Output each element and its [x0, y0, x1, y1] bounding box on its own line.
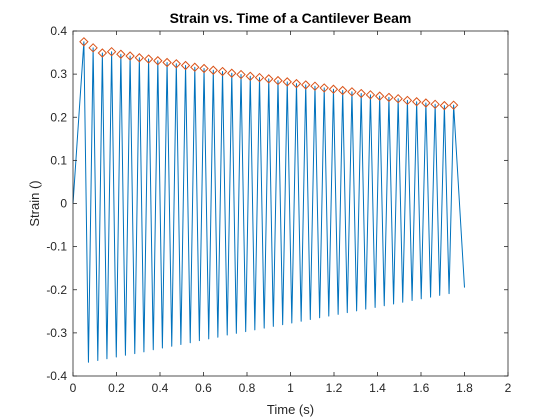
peak-marker — [310, 81, 320, 91]
x-tick-label: 0.8 — [239, 381, 256, 395]
y-tick-label: -0.2 — [46, 283, 67, 297]
peak-marker — [356, 88, 366, 99]
peak-marker — [180, 60, 191, 71]
peak-marker — [125, 51, 135, 61]
peak-marker — [162, 57, 172, 68]
peak-marker — [153, 56, 163, 66]
y-tick-label: 0.4 — [50, 24, 67, 38]
peak-marker — [171, 59, 182, 69]
y-tick-label: 0.3 — [50, 67, 67, 81]
peak-marker — [116, 49, 126, 59]
peak-marker — [208, 65, 218, 75]
peak-marker — [199, 63, 209, 74]
y-axis: -0.4 -0.3 -0.2 -0.1 0 0.1 0.2 0.3 0.4 — [46, 24, 508, 383]
x-tick-label: 1.2 — [326, 381, 343, 395]
x-axis: 0 0.2 0.4 0.6 0.8 1 1.2 1.4 1.6 1.8 2 — [70, 31, 512, 395]
peak-marker — [347, 87, 357, 97]
peak-marker — [328, 84, 339, 94]
y-axis-label: Strain () — [27, 180, 42, 226]
peak-marker — [430, 99, 440, 110]
peak-marker — [393, 93, 403, 104]
peak-marker — [448, 100, 459, 110]
peak-marker — [97, 48, 108, 58]
peak-marker — [264, 74, 274, 84]
y-tick-label: 0 — [60, 197, 67, 211]
peak-marker — [439, 100, 450, 111]
x-tick-label: 0.2 — [108, 381, 125, 395]
x-tick-label: 1.4 — [369, 381, 386, 395]
peak-marker — [254, 72, 265, 83]
peak-marker — [134, 53, 145, 63]
peak-marker — [365, 90, 376, 100]
y-tick-label: 0.2 — [50, 110, 67, 124]
peak-marker — [421, 98, 431, 108]
peak-marker — [88, 43, 98, 53]
peak-marker — [79, 37, 89, 47]
peak-marker — [217, 66, 228, 77]
peak-marker — [245, 71, 255, 81]
peak-marker — [402, 95, 413, 106]
peak-marker — [301, 80, 311, 90]
x-tick-label: 2 — [505, 381, 512, 395]
strain-signal-line — [72, 41, 465, 363]
peak-marker — [227, 68, 237, 78]
x-tick-label: 0.6 — [195, 381, 212, 395]
peak-marker — [411, 97, 422, 107]
x-tick-label: 0.4 — [152, 381, 169, 395]
y-tick-label: -0.3 — [46, 326, 67, 340]
x-tick-label: 1.8 — [456, 381, 473, 395]
peak-marker — [337, 85, 348, 96]
axes-background — [73, 31, 508, 376]
chart-title: Strain vs. Time of a Cantilever Beam — [170, 10, 412, 26]
peak-marker — [143, 54, 154, 64]
peak-marker — [374, 91, 385, 101]
x-tick-label: 1 — [287, 381, 294, 395]
peak-marker — [106, 46, 117, 57]
plot-area — [72, 30, 509, 377]
x-axis-label: Time (s) — [267, 402, 314, 417]
peak-marker — [236, 69, 246, 80]
peak-marker — [190, 62, 200, 72]
x-tick-label: 0 — [70, 381, 77, 395]
y-tick-label: -0.1 — [46, 240, 67, 254]
peak-marker — [273, 75, 283, 86]
peak-marker — [384, 92, 394, 103]
peak-marker — [291, 78, 302, 89]
peak-marker — [319, 83, 329, 93]
peak-marker — [282, 77, 292, 87]
data-layer — [72, 37, 465, 363]
y-tick-label: -0.4 — [46, 369, 67, 383]
y-tick-label: 0.1 — [50, 153, 67, 167]
x-tick-label: 1.6 — [413, 381, 430, 395]
